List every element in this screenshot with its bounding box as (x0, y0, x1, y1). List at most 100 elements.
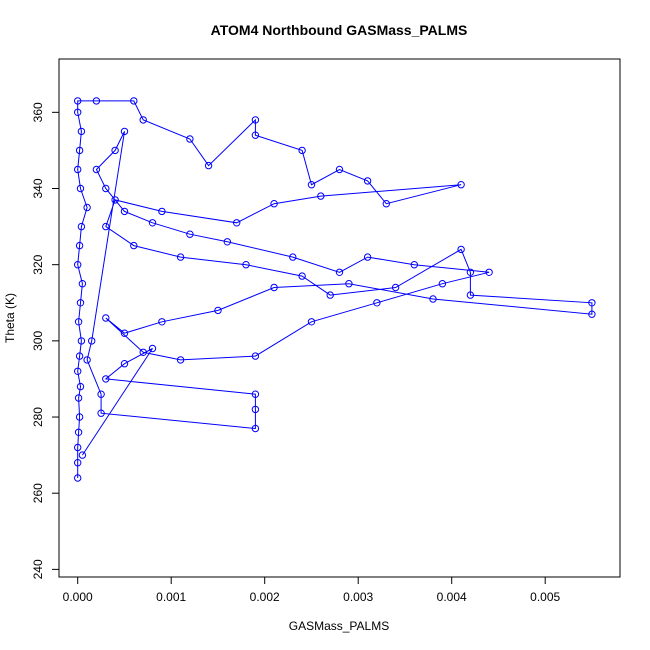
data-point (97, 390, 105, 398)
data-point (345, 280, 353, 288)
data-point (429, 295, 437, 303)
y-tick-label: 280 (31, 407, 45, 427)
data-point (130, 97, 138, 105)
data-point (83, 356, 91, 364)
data-point (391, 283, 400, 292)
x-tick-label: 0.004 (437, 590, 467, 604)
data-point (251, 116, 260, 124)
data-point (88, 337, 96, 345)
x-tick-label: 0.005 (530, 590, 560, 604)
data-point (466, 268, 475, 276)
data-point (102, 375, 110, 383)
x-tick-label: 0.001 (156, 590, 186, 604)
data-point (74, 318, 83, 326)
x-axis-label: GASMass_PALMS (289, 619, 389, 633)
data-point (176, 253, 185, 261)
data-point (251, 390, 260, 398)
data-point (74, 261, 82, 269)
data-point (77, 127, 86, 136)
data-point (588, 299, 596, 307)
data-point (251, 352, 260, 360)
data-point (102, 222, 110, 231)
data-point (74, 394, 83, 402)
data-point (158, 318, 166, 326)
data-point (270, 200, 278, 208)
data-point (111, 146, 119, 155)
data-point (251, 424, 260, 433)
data-point (111, 196, 119, 204)
data-point (92, 165, 101, 174)
data-point (139, 348, 147, 356)
data-point (97, 409, 105, 417)
chart-title: ATOM4 Northbound GASMass_PALMS (211, 22, 468, 38)
data-point (75, 352, 84, 360)
data-point (410, 261, 418, 269)
data-point (204, 161, 213, 170)
data-point (102, 314, 110, 322)
data-point (74, 367, 82, 375)
data-point (289, 253, 297, 261)
data-layer (74, 97, 596, 482)
data-point (176, 356, 185, 364)
data-point (77, 337, 86, 345)
data-point (363, 253, 372, 261)
y-tick-label: 320 (31, 254, 45, 274)
data-point (242, 261, 250, 269)
y-tick-label: 340 (31, 178, 45, 198)
data-point (92, 97, 101, 105)
data-point (158, 207, 166, 216)
plot-frame (58, 58, 621, 578)
data-point (223, 238, 232, 246)
data-point (75, 241, 84, 250)
data-point (120, 207, 129, 216)
data-point (74, 428, 83, 436)
data-point (298, 146, 306, 155)
x-tick-label: 0.002 (250, 590, 280, 604)
data-point (75, 146, 84, 155)
data-point (74, 97, 82, 105)
data-point (438, 280, 447, 288)
data-point (588, 310, 596, 318)
y-tick-label: 260 (31, 483, 45, 503)
data-point (457, 181, 465, 189)
data-point (74, 108, 82, 117)
data-point (78, 451, 87, 459)
data-point (186, 135, 194, 143)
data-point (74, 474, 82, 482)
data-point (466, 291, 475, 299)
data-point (76, 299, 85, 307)
data-point (102, 184, 110, 193)
data-point (74, 165, 82, 174)
data-point (76, 382, 85, 391)
data-point (148, 219, 157, 227)
data-point (307, 318, 316, 326)
data-point (270, 283, 278, 292)
data-point (186, 230, 194, 238)
data-point (78, 280, 87, 288)
data-point (335, 165, 344, 174)
data-point (83, 203, 91, 212)
data-point (485, 268, 493, 276)
y-tick-label: 360 (31, 102, 45, 122)
data-point (120, 360, 129, 368)
data-point (251, 131, 260, 139)
data-point (317, 192, 325, 200)
data-point (457, 245, 465, 254)
data-point (74, 443, 82, 452)
data-point (75, 413, 84, 421)
data-point (139, 116, 147, 124)
data-point (214, 306, 222, 315)
x-tick-label: 0.000 (63, 590, 93, 604)
y-tick-label: 240 (31, 559, 45, 579)
x-tick-label: 0.003 (343, 590, 373, 604)
data-point (76, 184, 85, 193)
y-axis: 240 260 280 300 320 340 360 (31, 102, 60, 579)
data-point (335, 268, 344, 276)
y-tick-label: 300 (31, 331, 45, 351)
data-point (130, 241, 138, 250)
data-point (363, 177, 372, 185)
data-point (326, 291, 334, 299)
data-point (120, 329, 129, 337)
data-point (148, 344, 157, 353)
